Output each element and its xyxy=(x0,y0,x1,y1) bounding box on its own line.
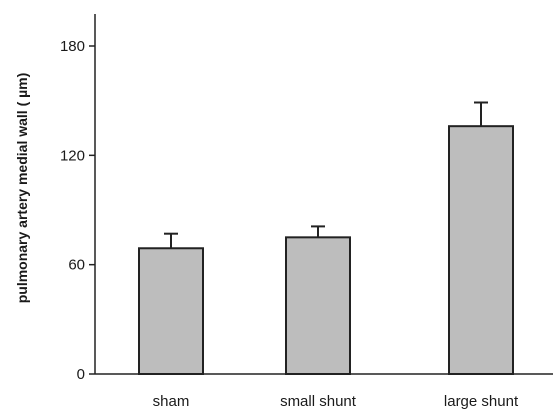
bar-small-shunt xyxy=(285,236,351,375)
bars-group xyxy=(138,101,514,375)
plot-area: 0 60 120 180 sham small shunt large shunt xyxy=(60,14,553,410)
y-axis-ticks: 0 60 120 180 xyxy=(60,38,95,383)
x-axis-category-labels: sham small shunt large shunt xyxy=(153,393,519,410)
y-tick-label: 0 xyxy=(77,366,85,383)
x-category-label: small shunt xyxy=(280,393,357,410)
x-category-label: sham xyxy=(153,393,190,410)
x-category-label: large shunt xyxy=(444,393,519,410)
bar-sham xyxy=(138,247,204,375)
y-axis-title: pulmonary artery medial wall ( µm) xyxy=(14,73,30,304)
y-tick-label: 180 xyxy=(60,38,85,55)
y-tick-label: 60 xyxy=(68,257,85,274)
y-tick-label: 120 xyxy=(60,147,85,164)
bar-large-shunt xyxy=(448,125,514,375)
